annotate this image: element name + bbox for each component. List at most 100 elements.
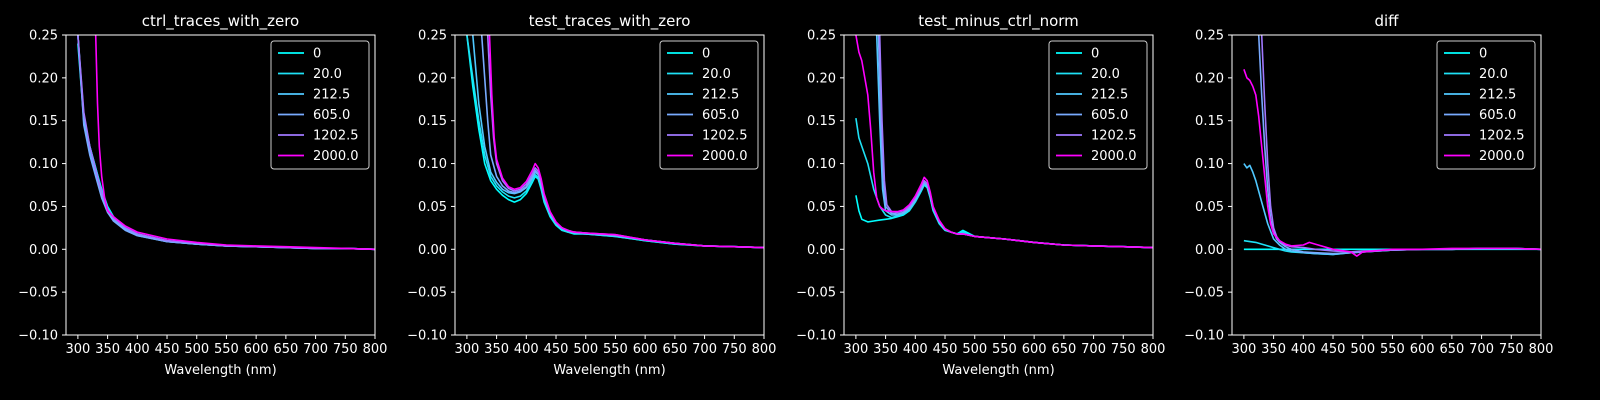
y-tick-label: −0.10 <box>796 329 836 344</box>
x-tick-label: 650 <box>273 342 298 357</box>
x-tick-label: 450 <box>1321 342 1346 357</box>
legend-label: 20.0 <box>313 67 342 82</box>
x-tick-label: 300 <box>65 342 90 357</box>
y-tick-label: 0.10 <box>29 157 58 172</box>
y-tick-label: −0.05 <box>407 286 447 301</box>
x-tick-label: 450 <box>933 342 958 357</box>
legend-label: 605.0 <box>1091 108 1128 123</box>
legend-label: 605.0 <box>702 108 739 123</box>
x-tick-label: 700 <box>1081 342 1106 357</box>
y-tick-label: 0.15 <box>1195 114 1224 129</box>
y-tick-label: −0.10 <box>407 329 447 344</box>
x-axis-label: Wavelength (nm) <box>553 363 665 378</box>
legend-label: 1202.5 <box>702 129 748 144</box>
plot-frame <box>1231 34 1542 336</box>
legend: 0 20.0 212.5 605.0 1202.5 2000.0 <box>1048 40 1148 170</box>
y-tick-label: 0.25 <box>418 29 447 44</box>
y-tick-label: 0.10 <box>418 157 447 172</box>
legend: 0 20.0 212.5 605.0 1202.5 2000.0 <box>659 40 759 170</box>
x-tick-label: 800 <box>1529 342 1554 357</box>
legend-label: 1202.5 <box>1479 129 1525 144</box>
series-group <box>77 35 375 251</box>
x-tick-label: 500 <box>184 342 209 357</box>
series-line-1202.5 <box>77 35 375 251</box>
x-tick-label: 550 <box>603 342 628 357</box>
legend-label: 605.0 <box>1479 108 1516 123</box>
y-tick-label: 0.20 <box>418 71 447 86</box>
y-tick-label: 0.05 <box>1195 200 1224 215</box>
x-tick-label: 600 <box>1410 342 1435 357</box>
chart-panel-1: ctrl_traces_with_zero 300 350 400 450 500 550 6… <box>18 12 387 378</box>
x-tick-label: 700 <box>303 342 328 357</box>
y-tick-label: 0.05 <box>29 200 58 215</box>
y-tick-label: −0.05 <box>1184 286 1224 301</box>
y-tick-label: 0.20 <box>807 71 836 86</box>
legend: 0 20.0 212.5 605.0 1202.5 2000.0 <box>270 40 370 170</box>
y-tick-label: 0.10 <box>807 157 836 172</box>
x-tick-label: 550 <box>992 342 1017 357</box>
series-group <box>855 35 1153 249</box>
x-tick-label: 650 <box>1439 342 1464 357</box>
x-tick-label: 400 <box>1291 342 1316 357</box>
x-tick-label: 600 <box>1022 342 1047 357</box>
legend-label: 2000.0 <box>702 149 748 164</box>
x-tick-label: 550 <box>1380 342 1405 357</box>
x-tick-label: 800 <box>1141 342 1166 357</box>
series-line-2000.0 <box>1243 69 1541 257</box>
y-tick-label: 0.25 <box>1195 29 1224 44</box>
legend-label: 0 <box>702 47 710 62</box>
plot-frame <box>65 34 376 336</box>
chart-title: ctrl_traces_with_zero <box>142 12 299 31</box>
x-tick-label: 700 <box>1469 342 1494 357</box>
y-tick-label: 0.25 <box>807 29 836 44</box>
x-tick-label: 350 <box>484 342 509 357</box>
y-tick-label: 0.05 <box>807 200 836 215</box>
y-tick-label: 0.00 <box>418 243 447 258</box>
legend-label: 2000.0 <box>1479 149 1525 164</box>
x-tick-label: 350 <box>1261 342 1286 357</box>
legend-label: 1202.5 <box>313 129 359 144</box>
x-tick-label: 300 <box>454 342 479 357</box>
x-tick-label: 350 <box>873 342 898 357</box>
legend-label: 20.0 <box>1479 67 1508 82</box>
y-tick-label: 0.25 <box>29 29 58 44</box>
x-tick-label: 800 <box>752 342 777 357</box>
x-tick-label: 300 <box>1231 342 1256 357</box>
chart-panel-4: diff 300 350 400 450 500 550 600 650 700 750 800 −0.… <box>1184 12 1553 357</box>
y-tick-label: 0.15 <box>29 114 58 129</box>
y-tick-label: 0.00 <box>807 243 836 258</box>
legend-label: 212.5 <box>1091 88 1128 103</box>
x-tick-label: 500 <box>962 342 987 357</box>
x-tick-label: 800 <box>363 342 388 357</box>
x-tick-label: 350 <box>95 342 120 357</box>
x-tick-label: 400 <box>514 342 539 357</box>
x-tick-label: 500 <box>1350 342 1375 357</box>
series-line-2000.0 <box>488 35 764 249</box>
chart-title: test_minus_ctrl_norm <box>918 12 1079 31</box>
legend-label: 212.5 <box>702 88 739 103</box>
legend-label: 0 <box>1479 47 1487 62</box>
y-tick-label: 0.15 <box>418 114 447 129</box>
legend-label: 20.0 <box>1091 67 1120 82</box>
x-tick-label: 750 <box>1499 342 1524 357</box>
y-tick-label: −0.05 <box>796 286 836 301</box>
y-tick-label: 0.05 <box>418 200 447 215</box>
x-tick-label: 450 <box>544 342 569 357</box>
x-axis-label: Wavelength (nm) <box>942 363 1054 378</box>
y-tick-label: 0.20 <box>29 71 58 86</box>
legend-label: 2000.0 <box>313 149 359 164</box>
x-tick-label: 400 <box>903 342 928 357</box>
legend-label: 0 <box>1091 47 1099 62</box>
x-tick-label: 600 <box>633 342 658 357</box>
series-group <box>466 35 764 249</box>
y-tick-label: 0.00 <box>1195 243 1224 258</box>
x-tick-label: 400 <box>125 342 150 357</box>
legend: 0 20.0 212.5 605.0 1202.5 2000.0 <box>1436 40 1536 170</box>
legend-label: 0 <box>313 47 321 62</box>
x-tick-label: 750 <box>333 342 358 357</box>
y-tick-label: 0.15 <box>807 114 836 129</box>
chart-title: diff <box>1374 12 1399 30</box>
series-group <box>1243 35 1541 257</box>
plot-frame <box>454 34 765 336</box>
